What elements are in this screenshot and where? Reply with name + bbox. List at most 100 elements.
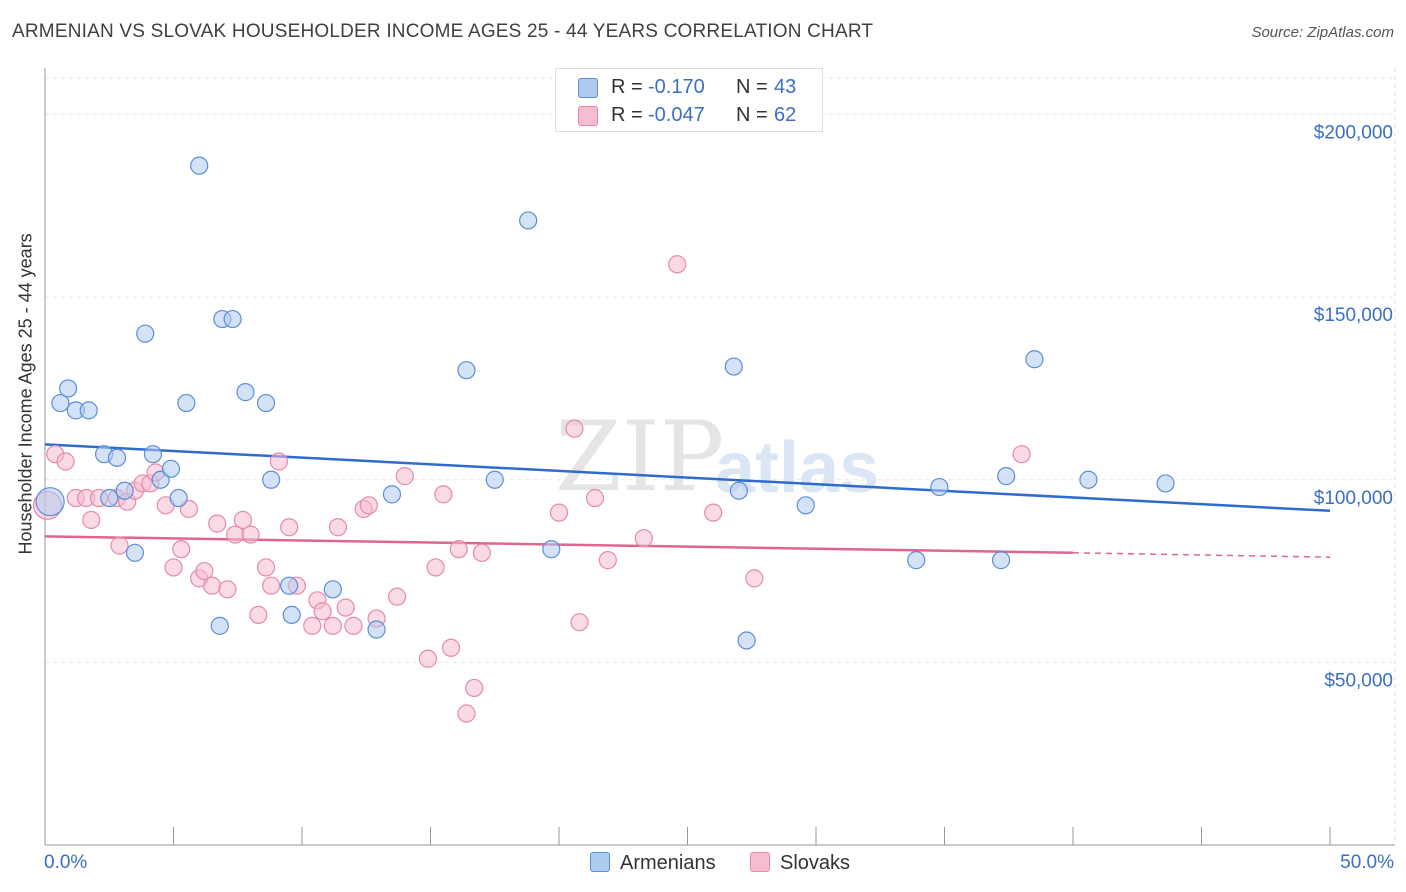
data-point-armenians [125, 543, 145, 562]
data-point-armenians [796, 496, 815, 515]
data-point-armenians [997, 467, 1016, 486]
legend-r-label: R = [611, 104, 643, 126]
trend-line-armenians [44, 443, 1331, 513]
data-point-slovaks [328, 518, 348, 537]
data-point-slovaks [449, 540, 468, 559]
y-tick-labels: $50,000 $100,000 $150,000 $200,000 [1314, 123, 1393, 692]
data-point-slovaks [110, 536, 129, 555]
data-point-armenians [382, 485, 402, 504]
data-point-slovaks [249, 605, 268, 625]
data-point-armenians [100, 488, 119, 508]
data-point-armenians [256, 393, 276, 413]
data-points [32, 156, 1175, 723]
data-point-slovaks [598, 551, 617, 570]
data-point-slovaks [634, 529, 653, 548]
data-point-slovaks [208, 514, 227, 533]
data-point-armenians [542, 540, 561, 559]
data-point-slovaks [745, 569, 764, 588]
data-point-slovaks [82, 510, 101, 530]
data-point-armenians [457, 361, 476, 380]
data-point-slovaks [195, 561, 214, 581]
data-point-slovaks [56, 452, 75, 471]
data-point-slovaks [426, 558, 445, 577]
data-point-slovaks [565, 419, 584, 438]
data-point-slovaks [344, 616, 363, 635]
data-point-armenians [724, 357, 743, 376]
data-point-armenians [223, 309, 242, 329]
data-point-slovaks [262, 576, 281, 595]
data-point-armenians [190, 156, 209, 175]
data-point-armenians [210, 616, 229, 635]
data-point-armenians [367, 620, 386, 639]
data-point-armenians [930, 477, 949, 497]
bottom-legend-label: Armenians [620, 852, 716, 874]
data-point-armenians [161, 459, 181, 478]
data-point-slovaks [164, 558, 183, 577]
data-point-armenians [519, 211, 538, 230]
data-point-armenians [1156, 474, 1175, 493]
bottom-legend-label: Slovaks [780, 852, 851, 874]
data-point-armenians [79, 401, 98, 420]
data-point-armenians [991, 551, 1011, 570]
data-point-armenians [485, 470, 504, 489]
data-point-armenians [1025, 350, 1044, 369]
trend-line-slovaks-extension [1072, 552, 1331, 558]
data-point-armenians [143, 445, 163, 464]
data-point-slovaks [549, 503, 569, 522]
data-point-armenians [59, 379, 78, 398]
data-point-slovaks [313, 602, 332, 621]
data-point-armenians [177, 393, 196, 413]
legend-r-value: -0.170 [648, 76, 705, 98]
data-point-slovaks [336, 598, 355, 617]
data-point-slovaks [241, 525, 260, 544]
data-point-slovaks [668, 255, 687, 274]
x-tick-label-max: 50.0% [1340, 852, 1394, 873]
legend-row-armenians: R = -0.170 N = 43 [556, 73, 822, 101]
data-point-slovaks [570, 613, 589, 632]
y-tick-label: $50,000 [1324, 670, 1393, 691]
data-point-armenians [907, 551, 926, 570]
data-point-armenians [236, 383, 255, 402]
y-axis-title: Householder Income Ages 25 - 44 years [15, 233, 36, 555]
legend-n-value: 62 [774, 104, 797, 126]
data-point-armenians [729, 481, 749, 500]
data-point-slovaks [457, 704, 476, 723]
data-point-slovaks [359, 496, 378, 515]
data-point-armenians [107, 448, 127, 467]
data-point-slovaks [280, 518, 299, 537]
data-point-slovaks [704, 503, 723, 522]
data-point-slovaks [218, 580, 237, 599]
data-point-slovaks [303, 616, 322, 635]
bottom-legend-slovaks: Slovaks [750, 852, 850, 875]
data-point-slovaks [1012, 445, 1031, 464]
legend-n-label: N = [736, 104, 768, 126]
data-point-armenians [282, 605, 301, 625]
watermark: ZIP [555, 401, 724, 513]
data-point-slovaks [233, 510, 252, 530]
source-label: Source: ZipAtlas.com [1251, 24, 1394, 41]
gridlines [45, 77, 1395, 663]
chart-title: ARMENIAN VS SLOVAK HOUSEHOLDER INCOME AG… [12, 21, 874, 42]
data-point-armenians [51, 393, 70, 413]
data-point-armenians [323, 580, 342, 599]
data-point-armenians [280, 576, 299, 595]
legend-row-slovaks: R = -0.047 N = 62 [556, 101, 822, 129]
legend-n-label: N = [736, 76, 768, 98]
data-point-armenians [262, 470, 281, 489]
data-point-slovaks [585, 488, 605, 508]
data-point-armenians [169, 488, 188, 508]
data-point-slovaks [256, 558, 276, 577]
legend-swatch-armenians [578, 78, 598, 98]
data-point-slovaks [172, 540, 191, 559]
data-point-armenians [115, 481, 134, 500]
data-point-armenians [1079, 470, 1098, 489]
data-point-armenians [35, 487, 65, 517]
legend-r-label: R = [611, 76, 643, 98]
legend-swatch-slovaks [578, 106, 598, 126]
data-point-slovaks [441, 638, 461, 657]
y-tick-label: $200,000 [1314, 123, 1393, 144]
data-point-slovaks [434, 485, 453, 504]
data-point-slovaks [387, 587, 407, 606]
data-point-armenians [136, 324, 155, 343]
legend-n-value: 43 [774, 76, 797, 98]
